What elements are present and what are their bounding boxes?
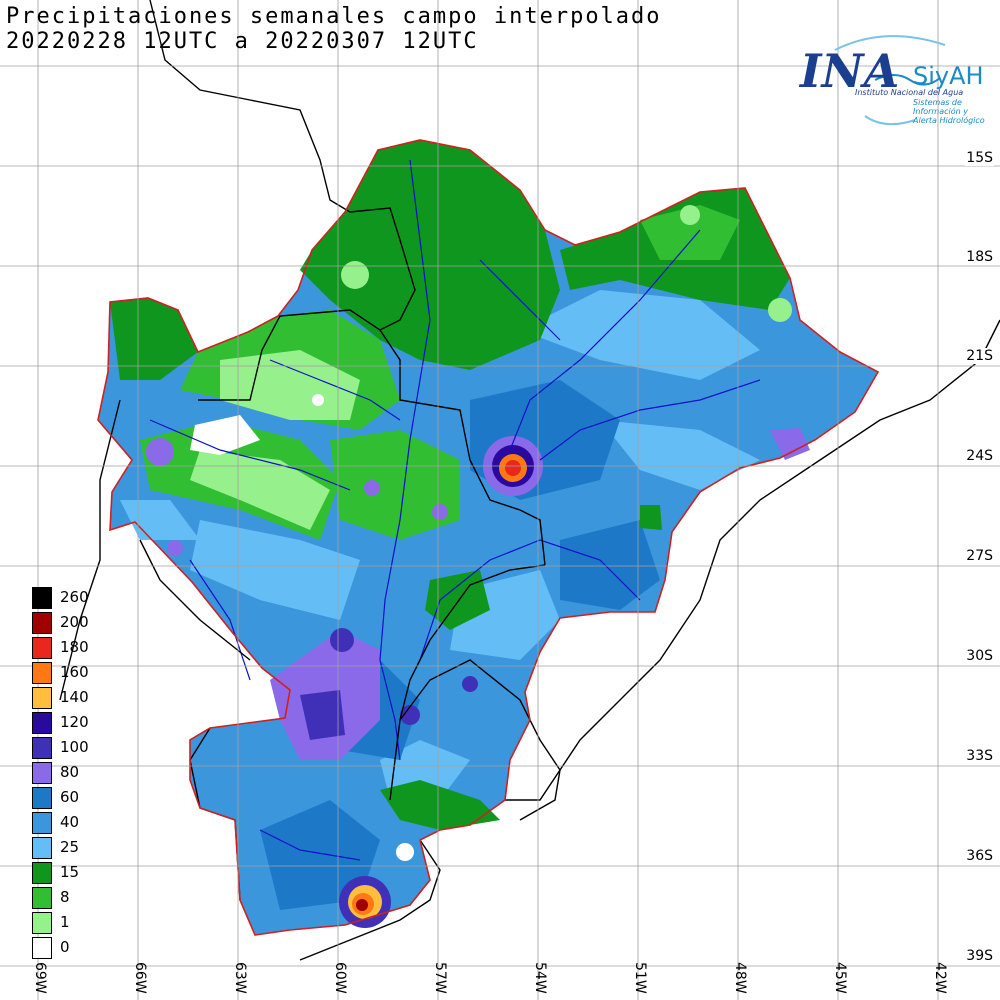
legend-swatch: [32, 737, 52, 759]
river: [259, 829, 361, 861]
legend-label: 1: [60, 913, 70, 931]
lon-label: 60W: [332, 962, 348, 994]
legend-label: 200: [60, 613, 89, 631]
river: [479, 259, 561, 341]
lat-label: 39S: [965, 948, 994, 964]
river: [379, 159, 431, 761]
legend-label: 120: [60, 713, 89, 731]
legend-label: 25: [60, 838, 80, 856]
legend-row: 140: [30, 685, 100, 710]
legend-swatch: [32, 837, 52, 859]
legend-row: 15: [30, 860, 100, 885]
map-period: 20220228 12UTC a 20220307 12UTC: [6, 29, 479, 54]
legend-label: 40: [60, 813, 80, 831]
legend-swatch: [32, 912, 52, 934]
legend-row: 60: [30, 785, 100, 810]
lon-label: 57W: [432, 962, 448, 994]
lat-label: 18S: [965, 249, 994, 265]
river: [269, 359, 401, 421]
legend-swatch: [32, 887, 52, 909]
legend-row: 1: [30, 910, 100, 935]
river: [189, 559, 251, 681]
legend-label: 180: [60, 638, 89, 656]
legend-label: 8: [60, 888, 70, 906]
legend-row: 40: [30, 810, 100, 835]
rivers: [149, 159, 761, 861]
lon-label: 63W: [232, 962, 248, 994]
logo-ina-text: INA: [800, 44, 900, 98]
border: [505, 319, 1000, 801]
lat-label: 24S: [965, 448, 994, 464]
legend-label: 0: [60, 938, 70, 956]
lon-label: 66W: [132, 962, 148, 994]
lon-label: 45W: [832, 962, 848, 994]
legend-swatch: [32, 687, 52, 709]
legend-swatch: [32, 637, 52, 659]
legend-label: 80: [60, 763, 80, 781]
legend-label: 60: [60, 788, 80, 806]
legend-swatch: [32, 937, 52, 959]
border: [299, 839, 441, 961]
logo-subtitle-system: Sistemas de Información y Alerta Hidroló…: [913, 98, 985, 125]
legend-swatch: [32, 787, 52, 809]
legend-row: 200: [30, 610, 100, 635]
legend-row: 0: [30, 935, 100, 960]
legend-swatch: [32, 862, 52, 884]
lat-label: 27S: [965, 548, 994, 564]
river: [509, 229, 701, 451]
legend-row: 100: [30, 735, 100, 760]
legend-swatch: [32, 612, 52, 634]
legend-swatch: [32, 587, 52, 609]
legend-row: 120: [30, 710, 100, 735]
lat-label: 36S: [965, 848, 994, 864]
ina-siyah-logo: INA SiyAH Instituto Nacional del Agua Si…: [795, 30, 995, 130]
lon-label: 54W: [532, 962, 548, 994]
legend-label: 100: [60, 738, 89, 756]
legend-row: 25: [30, 835, 100, 860]
legend-row: 160: [30, 660, 100, 685]
basin-outline: [97, 139, 880, 936]
lon-label: 51W: [632, 962, 648, 994]
river: [149, 419, 351, 491]
legend-swatch: [32, 662, 52, 684]
precip-field: [98, 140, 878, 935]
legend-row: 260: [30, 585, 100, 610]
legend-row: 80: [30, 760, 100, 785]
lon-label: 48W: [732, 962, 748, 994]
border: [149, 0, 416, 401]
logo-siyah-text: SiyAH: [913, 62, 984, 90]
lat-label: 15S: [965, 150, 994, 166]
lat-label: 21S: [965, 348, 994, 364]
legend-swatch: [32, 762, 52, 784]
legend-label: 160: [60, 663, 89, 681]
map-title: Precipitaciones semanales campo interpol…: [6, 4, 662, 29]
legend-swatch: [32, 712, 52, 734]
border: [379, 329, 546, 566]
lon-label: 42W: [932, 962, 948, 994]
lon-label: 69W: [32, 962, 48, 994]
lat-label: 30S: [965, 648, 994, 664]
legend-row: 180: [30, 635, 100, 660]
border: [59, 399, 121, 701]
border: [139, 539, 251, 661]
legend-label: 260: [60, 588, 89, 606]
border: [389, 564, 546, 801]
logo-swoosh-icon: [834, 35, 946, 126]
precip-legend: 260 200 180 160 140 120 100 80 60 40 25 15 8 1 0: [30, 585, 100, 960]
legend-row: 8: [30, 885, 100, 910]
river: [539, 379, 761, 461]
lat-label: 33S: [965, 748, 994, 764]
legend-label: 15: [60, 863, 80, 881]
legend-swatch: [32, 812, 52, 834]
legend-label: 140: [60, 688, 89, 706]
logo-subtitle-institute: Instituto Nacional del Agua: [855, 88, 964, 97]
river: [419, 539, 641, 661]
